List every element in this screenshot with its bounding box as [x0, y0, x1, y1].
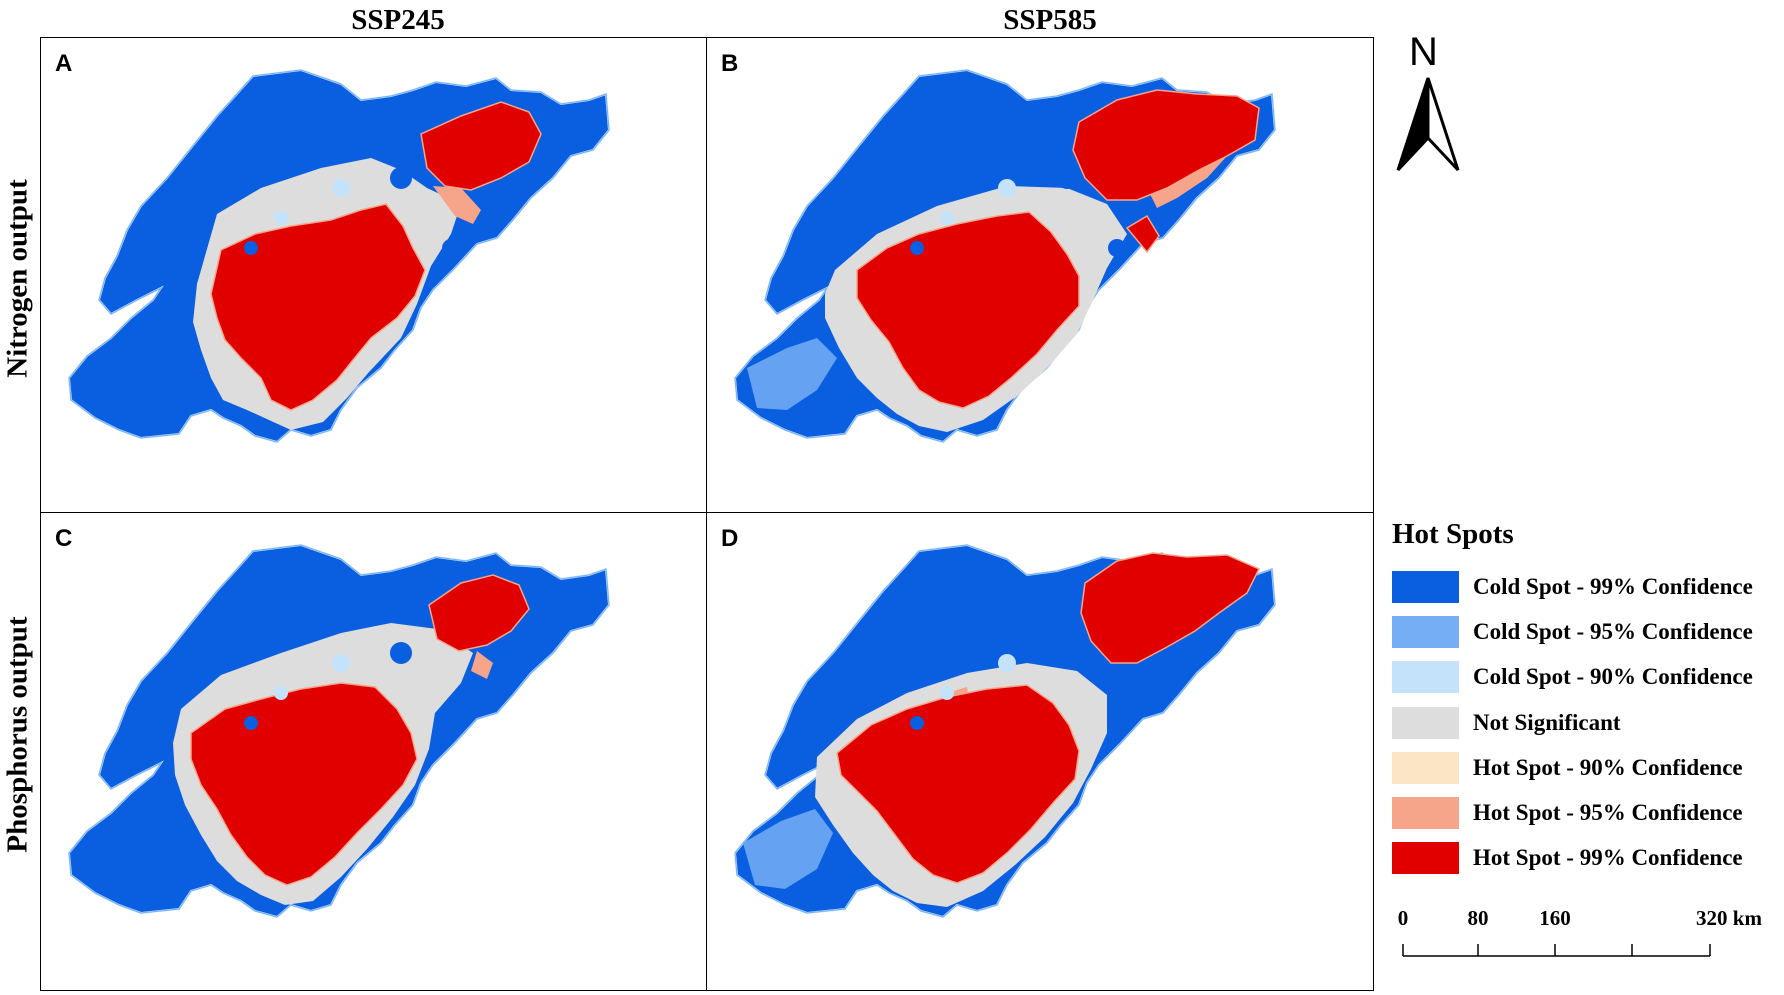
cold-spot-patch — [332, 179, 350, 197]
cold-spot-patch — [390, 167, 412, 189]
legend-item-hot-95: Hot Spot - 95% Confidence — [1392, 796, 1743, 830]
scale-label-160: 160 — [1539, 906, 1571, 930]
hot-spot-99-region — [1072, 89, 1260, 201]
hot-spot-99-region — [1125, 214, 1160, 254]
legend-swatch — [1392, 797, 1459, 829]
cold-spot-patch — [1056, 642, 1078, 664]
legend-label: Cold Spot - 99% Confidence — [1473, 574, 1753, 599]
legend-swatch — [1392, 707, 1459, 739]
cold-spot-patch — [910, 716, 924, 730]
map-panel-d: D — [706, 512, 1374, 991]
cold-spot-patch — [998, 654, 1016, 672]
cold-spot-95-region — [743, 809, 833, 889]
hotspot-map-b — [733, 68, 1277, 444]
cold-spot-patch — [244, 241, 258, 255]
hot-spot-99-region — [210, 203, 426, 411]
cold-spot-patch — [1056, 167, 1078, 189]
map-panel-b: B — [706, 37, 1374, 514]
cold-spot-patch — [244, 716, 258, 730]
legend-label: Cold Spot - 90% Confidence — [1473, 664, 1753, 689]
legend-item-cold-99: Cold Spot - 99% Confidence — [1392, 570, 1753, 604]
cold-spot-patch — [332, 654, 350, 672]
legend-title: Hot Spots — [1392, 518, 1514, 550]
cold-spot-patch — [274, 211, 288, 225]
hotspot-map-d — [733, 543, 1277, 919]
legend-swatch — [1392, 752, 1459, 784]
north-label: N — [1409, 30, 1438, 74]
map-group — [733, 543, 1277, 919]
column-title-ssp585: SSP585 — [1003, 4, 1097, 36]
map-panel-c: C — [40, 512, 708, 991]
panel-letter-a: A — [55, 50, 73, 77]
map-group — [733, 68, 1277, 444]
province-outline — [68, 69, 610, 443]
panel-letter-d: D — [721, 525, 739, 552]
map-group — [67, 68, 611, 444]
hot-spot-99-region — [1080, 552, 1261, 664]
legend-item-hot-90: Hot Spot - 90% Confidence — [1392, 751, 1743, 785]
legend-label: Cold Spot - 95% Confidence — [1473, 619, 1753, 644]
cold-spot-patch — [940, 211, 954, 225]
cold-spot-95-region — [747, 338, 837, 410]
hot-spot-95-region — [471, 651, 493, 679]
legend-swatch — [1392, 616, 1459, 648]
panel-letter-c: C — [55, 525, 73, 552]
panel-letter-b: B — [721, 50, 739, 77]
cold-spot-patch — [1108, 239, 1126, 257]
cold-spot-patch — [274, 686, 288, 700]
legend-swatch — [1392, 661, 1459, 693]
hot-spot-99-region — [420, 101, 542, 191]
legend-item-cold-90: Cold Spot - 90% Confidence — [1392, 660, 1753, 694]
province-outline — [68, 544, 610, 918]
cold-spot-patch — [442, 714, 460, 732]
legend-label: Hot Spot - 95% Confidence — [1473, 800, 1743, 825]
hot-spot-95-region — [1147, 156, 1227, 208]
hotspot-map-c — [67, 543, 611, 919]
hot-spot-99-region — [836, 684, 1080, 884]
hot-spot-99-region — [428, 574, 530, 652]
north-arrow-icon — [1396, 77, 1460, 172]
legend-label: Hot Spot - 90% Confidence — [1473, 755, 1743, 780]
legend-item-not-significant: Not Significant — [1392, 706, 1621, 740]
cold-spot-patch — [998, 179, 1016, 197]
map-panel-a: A — [40, 37, 708, 514]
hot-spot-99-region — [856, 211, 1080, 409]
column-title-ssp245: SSP245 — [351, 4, 445, 36]
cold-spot-patch — [910, 241, 924, 255]
hotspot-map-a — [67, 68, 611, 444]
legend-item-cold-95: Cold Spot - 95% Confidence — [1392, 615, 1753, 649]
cold-spot-patch — [940, 686, 954, 700]
map-group — [67, 543, 611, 919]
legend-label: Not Significant — [1473, 710, 1621, 735]
row-title-phosphorus: Phosphorus output — [1, 616, 34, 853]
hot-spot-99-region — [190, 682, 418, 886]
legend-label: Hot Spot - 99% Confidence — [1473, 845, 1743, 870]
legend-item-hot-99: Hot Spot - 99% Confidence — [1392, 841, 1743, 875]
legend-swatch — [1392, 842, 1459, 874]
cold-spot-patch — [390, 642, 412, 664]
row-title-nitrogen: Nitrogen output — [1, 179, 34, 378]
cold-spot-patch — [1108, 714, 1126, 732]
scale-label-320: 320 km — [1696, 906, 1762, 930]
scale-label-80: 80 — [1467, 906, 1489, 930]
legend-swatch — [1392, 571, 1459, 603]
hot-spot-95-region — [433, 186, 481, 224]
scale-label-0: 0 — [1397, 906, 1409, 930]
scale-bar — [1402, 944, 1711, 957]
cold-spot-patch — [442, 239, 460, 257]
